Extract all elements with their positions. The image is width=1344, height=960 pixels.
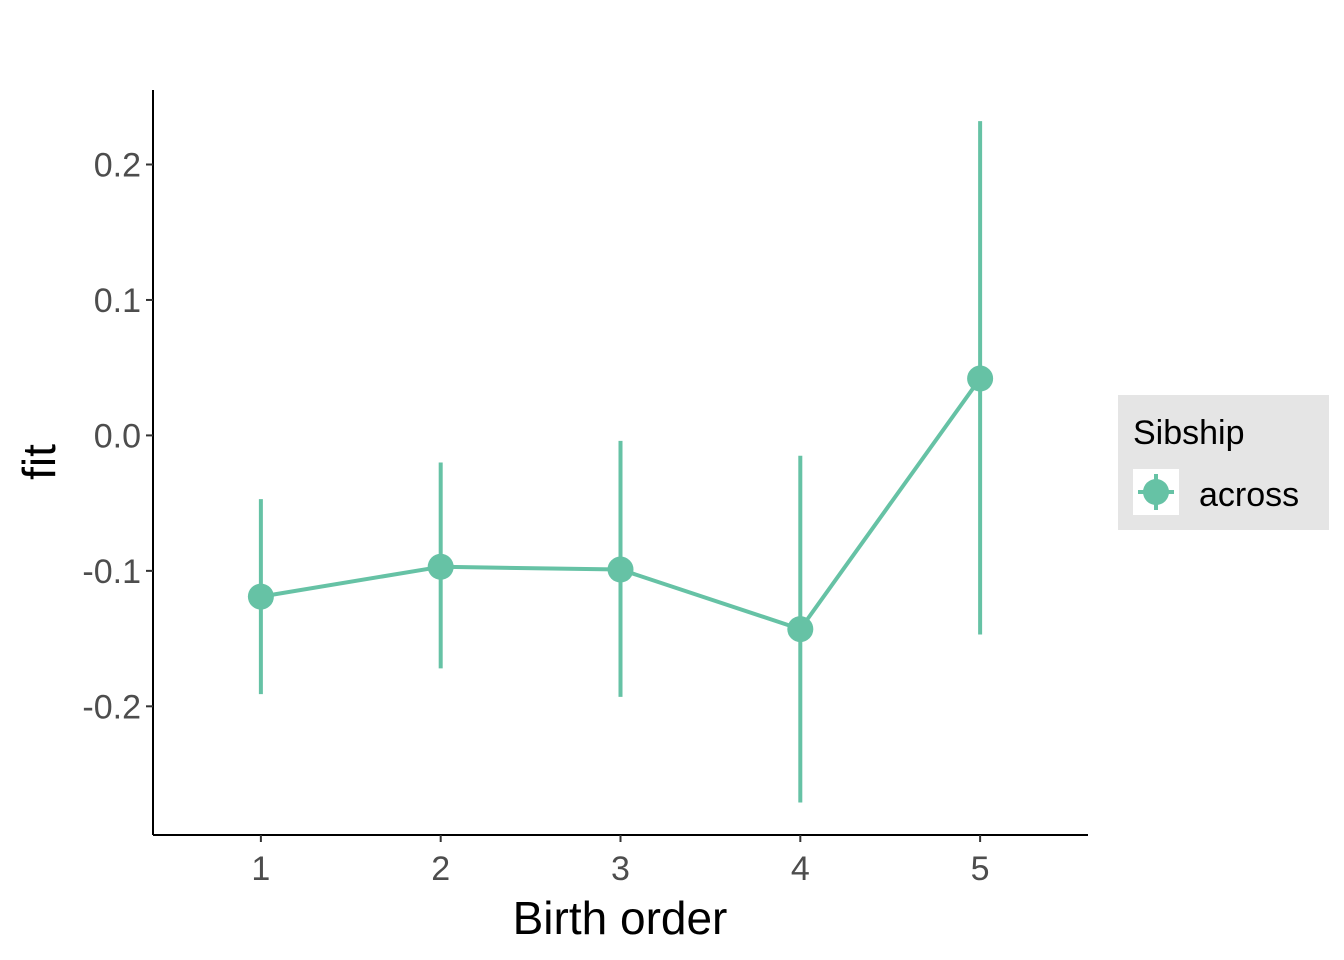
y-tick-label: 0.0 — [94, 417, 141, 455]
y-tick-label: -0.2 — [82, 688, 141, 726]
x-tick-label: 5 — [971, 850, 990, 888]
data-point — [607, 556, 634, 583]
legend-key-across — [1138, 474, 1174, 510]
plot-area — [247, 121, 994, 803]
legend-key-point — [1143, 479, 1169, 505]
y-axis-ticks: -0.2 -0.1 0.0 0.1 0.2 — [82, 147, 153, 726]
data-point — [247, 583, 274, 610]
data-point — [427, 553, 454, 580]
y-tick-label: 0.2 — [94, 147, 141, 185]
legend-title: Sibship — [1133, 414, 1245, 452]
data-point — [787, 616, 814, 643]
x-axis-ticks: 1 2 3 4 5 — [251, 835, 990, 888]
data-point — [967, 365, 994, 392]
legend-label-across: across — [1199, 476, 1299, 514]
x-tick-label: 4 — [791, 850, 810, 888]
x-tick-label: 1 — [251, 850, 270, 888]
x-axis-title: Birth order — [513, 892, 728, 944]
x-tick-label: 2 — [431, 850, 450, 888]
y-tick-label: 0.1 — [94, 282, 141, 320]
legend: Sibship across — [1118, 395, 1329, 530]
y-axis-title: fit — [13, 444, 65, 480]
y-tick-label: -0.1 — [82, 553, 141, 591]
x-tick-label: 3 — [611, 850, 630, 888]
